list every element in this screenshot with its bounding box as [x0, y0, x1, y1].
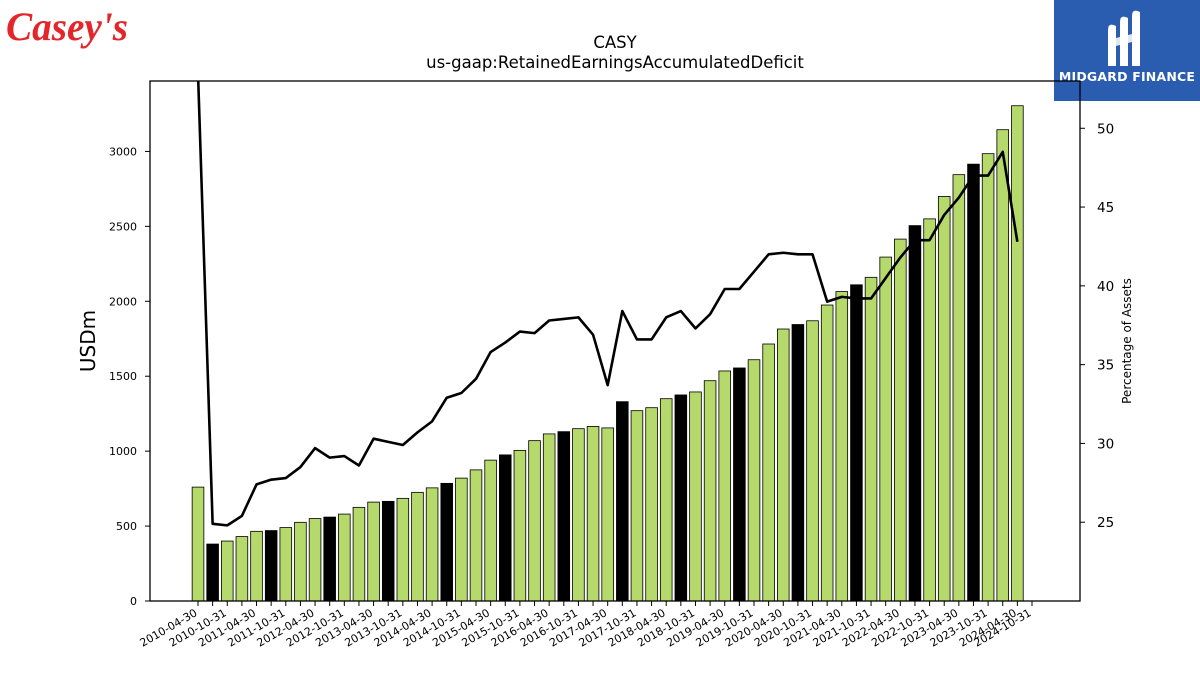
bar: [923, 218, 936, 602]
bar: [967, 163, 980, 602]
bar: [733, 367, 746, 602]
bar: [440, 482, 453, 602]
bar: [952, 174, 966, 602]
chart-subtitle: us-gaap:RetainedEarningsAccumulatedDefic…: [426, 53, 804, 72]
y-tick-label: 2500: [109, 220, 137, 233]
bar: [323, 516, 336, 602]
bar: [367, 501, 380, 602]
bar: [791, 324, 805, 602]
bar: [206, 543, 219, 602]
plot-frame: [149, 80, 1081, 602]
bar: [835, 291, 849, 602]
bar: [542, 433, 556, 602]
bar: [820, 304, 834, 602]
bar: [864, 276, 878, 602]
bar: [411, 491, 424, 602]
bar: [250, 530, 263, 602]
y2-tick-label: 40: [1097, 279, 1114, 295]
midgard-finance-logo: MIDGARD FINANCE: [1054, 0, 1200, 101]
y-tick-label: 1000: [109, 445, 137, 458]
bar: [908, 225, 922, 602]
midgard-logo-text: MIDGARD FINANCE: [1058, 69, 1196, 84]
bar: [762, 343, 775, 602]
bar: [221, 540, 234, 602]
bar: [381, 500, 395, 602]
bar: [674, 394, 688, 602]
y-tick-label: 0: [130, 595, 137, 608]
line-layer: [196, 81, 1019, 527]
y2-tick-label: 45: [1097, 200, 1114, 216]
bar: [352, 506, 366, 602]
bar: [586, 426, 600, 602]
bar: [528, 440, 541, 602]
bar: [937, 195, 951, 602]
bar: [601, 427, 614, 602]
bar: [894, 238, 907, 602]
bar: [513, 449, 527, 602]
bar: [484, 459, 497, 602]
y2-tick-label: 50: [1097, 121, 1114, 137]
y2-tick-label: 35: [1097, 358, 1114, 374]
bar: [279, 527, 293, 602]
x-axis: 2010-04-302010-10-312011-04-302011-10-31…: [138, 601, 1034, 650]
y-tick-label: 1500: [109, 370, 137, 383]
bar: [996, 129, 1009, 602]
bar: [294, 521, 307, 602]
bar: [777, 328, 790, 602]
bar: [396, 497, 410, 602]
percentage-line: [196, 81, 1019, 527]
bar: [616, 401, 629, 602]
bar: [455, 477, 468, 602]
midgard-mark-icon: [1108, 10, 1140, 66]
bar: [572, 428, 585, 602]
bar: [659, 398, 673, 602]
bar: [264, 530, 278, 602]
bar: [191, 486, 205, 602]
bar: [425, 487, 439, 602]
y2-tick-label: 25: [1097, 515, 1114, 531]
bar: [235, 536, 249, 602]
bar: [630, 410, 644, 602]
y-tick-label: 500: [116, 520, 137, 533]
caseys-logo-text: Casey's: [6, 4, 128, 49]
bar: [469, 469, 483, 602]
bar: [981, 153, 995, 602]
bar: [338, 513, 351, 602]
caseys-logo: Casey's: [4, 2, 134, 58]
bar: [1011, 105, 1024, 602]
y-tick-label: 2000: [109, 295, 137, 308]
y2-tick-label: 30: [1097, 436, 1114, 452]
bars-layer: [191, 105, 1024, 602]
y-axis-label: USDm: [76, 310, 100, 372]
bar: [850, 284, 863, 602]
y-axis-left: 0 500 1000 1500 2000 2500 3000: [109, 145, 150, 608]
y2-axis-label: Percentage of Assets: [1120, 278, 1134, 404]
bar: [557, 431, 571, 602]
y-axis-right: 25 30 35 40 45 50: [1080, 121, 1114, 531]
bar: [308, 518, 322, 602]
bar: [879, 256, 892, 602]
bar: [747, 359, 761, 602]
chart-title: CASY: [593, 33, 637, 52]
bar: [806, 320, 819, 602]
bar: [645, 407, 658, 602]
y-tick-label: 3000: [109, 145, 137, 158]
bar: [499, 454, 512, 602]
bar: [718, 370, 731, 602]
bar: [703, 380, 717, 602]
bar: [689, 391, 702, 602]
